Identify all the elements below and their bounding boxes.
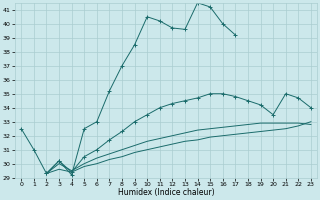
X-axis label: Humidex (Indice chaleur): Humidex (Indice chaleur) xyxy=(118,188,214,197)
